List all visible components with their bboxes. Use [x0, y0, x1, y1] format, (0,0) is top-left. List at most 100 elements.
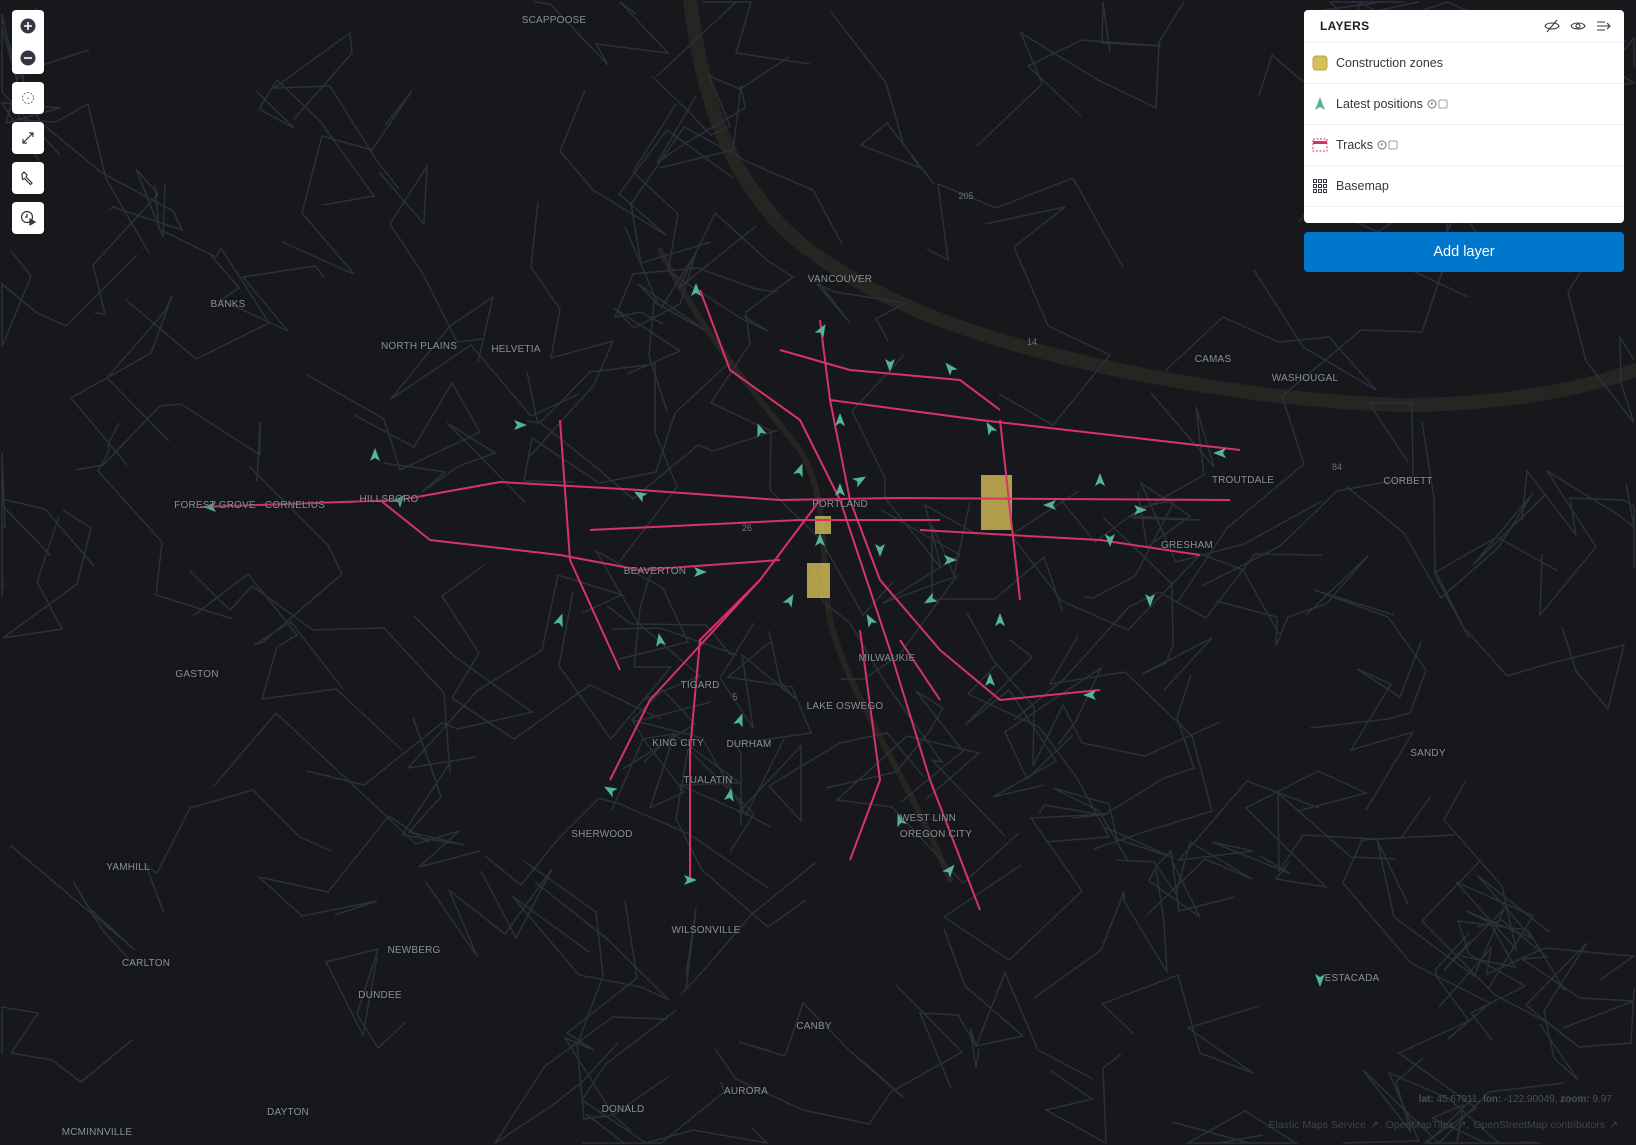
position-arrow [392, 494, 405, 508]
position-arrow [866, 613, 878, 628]
attribution-link[interactable]: OpenMapTiles [1385, 1119, 1454, 1131]
position-arrow [1105, 534, 1115, 547]
layer-latest-positions[interactable]: Latest positions [1304, 84, 1624, 125]
road [1539, 470, 1636, 618]
eye-icon[interactable] [1570, 18, 1586, 34]
city-label: AURORA [724, 1086, 768, 1097]
road [942, 813, 1109, 961]
locate-button[interactable] [12, 82, 44, 114]
city-label: CORNELIUS [264, 500, 326, 511]
road [248, 465, 344, 690]
position-arrow [1083, 690, 1096, 700]
road [494, 1016, 668, 1144]
position-arrow [1145, 594, 1155, 607]
city-label: ESTACADA [1324, 973, 1380, 984]
road [976, 1, 1185, 147]
road [624, 226, 707, 412]
city-label: GASTON [175, 669, 219, 680]
tools-button[interactable] [12, 162, 44, 194]
grid-icon [1313, 179, 1327, 193]
city-label: KING CITY [652, 738, 704, 749]
road [651, 56, 790, 136]
road [1177, 780, 1320, 875]
add-layer-button[interactable]: Add layer [1304, 232, 1624, 272]
lon-label: lon: [1483, 1094, 1502, 1105]
layers-panel: LAYERS Construction zones Latest positio… [1304, 10, 1624, 223]
road [835, 735, 1020, 885]
city-label: TIGARD [680, 680, 720, 691]
road [737, 732, 925, 823]
attribution: Elastic Maps Service ↗, OpenMapTiles ↗, Op… [1268, 1119, 1618, 1131]
road [1521, 469, 1635, 568]
attribution-link[interactable]: OpenStreetMap contributors [1473, 1119, 1606, 1131]
timeslider-button[interactable] [12, 202, 44, 234]
road [383, 422, 526, 503]
city-label: BEAVERTON [623, 566, 687, 577]
road [306, 615, 534, 786]
layer-construction-zones[interactable]: Construction zones [1304, 43, 1624, 84]
track-line [779, 349, 1001, 411]
position-arrow [814, 323, 826, 338]
fit-to-data-button[interactable] [12, 122, 44, 154]
road [212, 711, 481, 868]
road [851, 354, 977, 569]
layer-tracks[interactable]: Tracks [1304, 125, 1624, 166]
road [1033, 868, 1168, 999]
road [1048, 635, 1213, 850]
road [378, 163, 483, 343]
layer-basemap[interactable]: Basemap [1304, 166, 1624, 207]
road [271, 31, 400, 190]
city-label: DAYTON [267, 1107, 309, 1118]
road [582, 1081, 725, 1144]
road [943, 928, 1025, 1069]
road [529, 201, 615, 457]
road [593, 549, 702, 700]
city-label: HELVETIA [491, 344, 541, 355]
track-line [559, 419, 621, 671]
road [1277, 791, 1456, 874]
position-arrow [852, 476, 867, 488]
road [209, 253, 325, 332]
road [631, 701, 712, 810]
city-label: SCAPPOOSE [521, 15, 587, 26]
zoom-in-button[interactable] [12, 10, 44, 42]
road [484, 797, 769, 889]
city-label: NEWBERG [387, 945, 441, 956]
road [400, 717, 465, 846]
latest-positions-layer [203, 283, 1325, 987]
road [1, 452, 52, 597]
track-line [689, 499, 821, 880]
zoom-out-button[interactable] [12, 42, 44, 74]
road [656, 1, 811, 77]
attribution-link[interactable]: Elastic Maps Service [1268, 1119, 1366, 1131]
road [390, 295, 580, 417]
road-shield: 26 [741, 523, 753, 533]
road [1013, 553, 1323, 721]
wrench-icon [21, 171, 33, 186]
road [656, 85, 746, 169]
position-arrow [1315, 974, 1325, 987]
plus-icon [20, 18, 36, 34]
road [306, 374, 482, 472]
road-shield: 5 [732, 692, 738, 702]
eye-closed-icon[interactable] [1544, 18, 1560, 34]
road [1043, 1054, 1123, 1145]
road [255, 78, 376, 206]
lat-value: 45.67911, [1436, 1094, 1481, 1105]
road [825, 690, 965, 803]
road [1100, 974, 1260, 1074]
road [1349, 641, 1422, 811]
road [324, 947, 407, 1050]
position-arrow [757, 423, 767, 438]
lat-label: lat: [1418, 1094, 1434, 1105]
road [1009, 490, 1280, 635]
road [1, 250, 138, 348]
collapse-icon[interactable] [1596, 18, 1612, 34]
road [1356, 0, 1528, 37]
position-arrow [553, 613, 563, 628]
track-line [609, 579, 761, 781]
road [1244, 770, 1369, 889]
city-label: YAMHILL [106, 862, 150, 873]
